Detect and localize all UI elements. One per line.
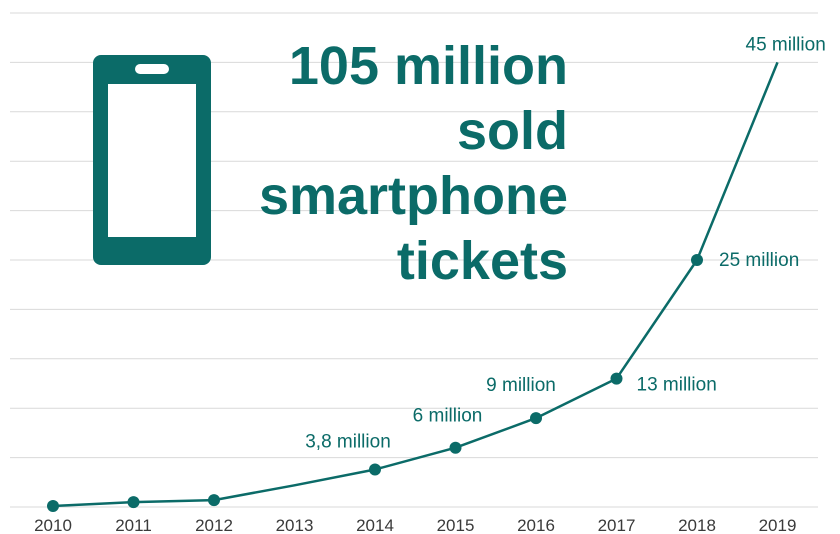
smartphone-icon bbox=[93, 55, 211, 265]
data-point bbox=[369, 463, 381, 476]
x-tick-label: 2019 bbox=[759, 516, 797, 534]
x-tick-label: 2012 bbox=[195, 516, 233, 534]
x-tick-label: 2018 bbox=[678, 516, 716, 534]
data-label: 6 million bbox=[413, 406, 483, 427]
data-point bbox=[127, 496, 140, 509]
data-point bbox=[47, 500, 59, 512]
headline: 105 million sold smartphone tickets bbox=[259, 36, 568, 291]
headline-line-4: tickets bbox=[397, 231, 568, 291]
data-label: 45 million bbox=[746, 34, 826, 55]
data-point bbox=[449, 441, 462, 454]
data-point bbox=[691, 254, 703, 266]
x-tick-label: 2017 bbox=[598, 516, 636, 534]
series-line-path bbox=[52, 61, 779, 508]
data-point bbox=[610, 372, 623, 385]
data-points bbox=[47, 254, 703, 512]
series-line bbox=[52, 61, 779, 508]
x-tick-label: 2015 bbox=[437, 516, 475, 534]
x-tick-label: 2013 bbox=[276, 516, 314, 534]
data-label: 3,8 million bbox=[305, 432, 391, 453]
headline-line-3: smartphone bbox=[259, 166, 568, 226]
x-tick-label: 2010 bbox=[34, 516, 72, 534]
x-tick-label: 2014 bbox=[356, 516, 394, 534]
data-label: 25 million bbox=[719, 250, 799, 271]
headline-line-2: sold bbox=[457, 101, 568, 161]
data-point bbox=[530, 412, 542, 425]
x-tick-label: 2011 bbox=[115, 516, 152, 534]
data-label: 9 million bbox=[486, 375, 556, 396]
x-tick-label: 2016 bbox=[517, 516, 555, 534]
headline-line-1: 105 million bbox=[289, 36, 568, 96]
data-point bbox=[208, 494, 220, 507]
x-axis: 2010 2011 2012 2013 2014 2015 2016 2017 2018 2019 bbox=[34, 516, 796, 534]
data-label: 13 million bbox=[637, 375, 717, 396]
